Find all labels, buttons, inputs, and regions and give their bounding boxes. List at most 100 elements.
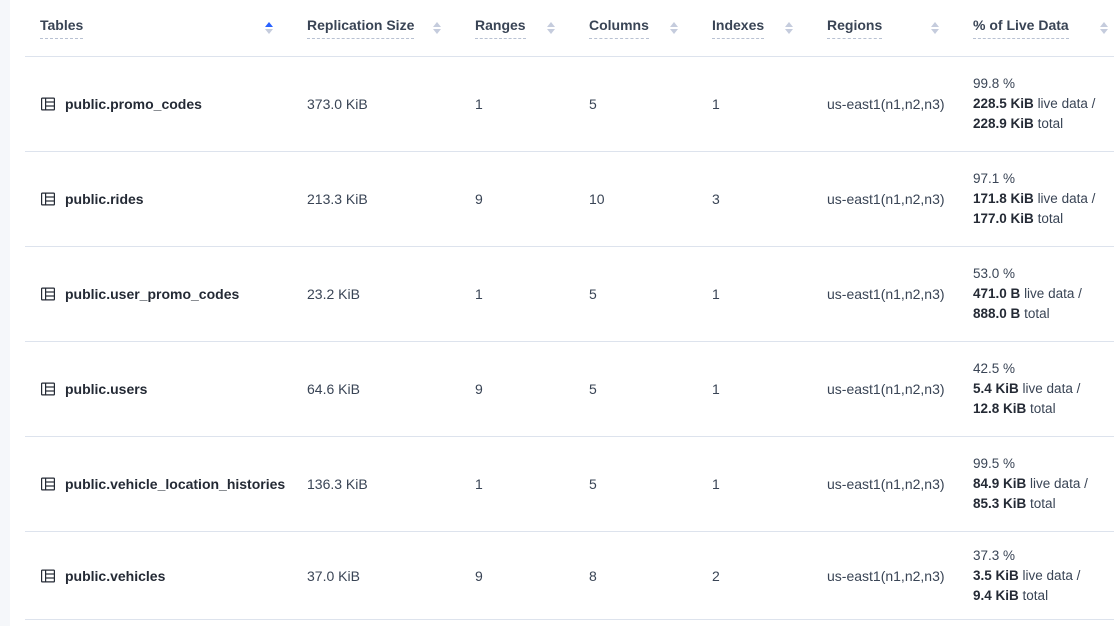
replication-size-value: 373.0 KiB	[307, 96, 368, 112]
table-name-link[interactable]: public.rides	[65, 191, 144, 207]
column-header-regions[interactable]: Regions	[827, 0, 973, 56]
table-row[interactable]: public.users 64.6 KiB 9 5 1 us-east1(n1,…	[25, 342, 1114, 437]
sort-arrows-icon[interactable]	[431, 20, 443, 36]
columns-value: 10	[589, 191, 605, 207]
table-grid-icon	[40, 191, 56, 207]
indexes-value: 1	[712, 381, 720, 397]
sort-arrows-icon[interactable]	[668, 20, 680, 36]
table-name-link[interactable]: public.vehicles	[65, 567, 166, 584]
live-data-percent: 97.1 %	[973, 171, 1016, 186]
live-data-detail: 228.5 KiB live data /	[973, 96, 1096, 111]
ranges-value: 9	[475, 381, 483, 397]
live-data-percent: 99.8 %	[973, 76, 1016, 91]
live-data-cell: 53.0 % 471.0 B live data / 888.0 B total	[973, 264, 1114, 324]
live-data-percent: 53.0 %	[973, 266, 1016, 281]
table-name-link[interactable]: public.users	[65, 381, 148, 397]
live-data-percent: 99.5 %	[973, 456, 1016, 471]
live-data-cell: 37.3 % 3.5 KiB live data / 9.4 KiB total	[973, 546, 1114, 606]
table-grid-icon	[40, 476, 56, 492]
indexes-value: 1	[712, 286, 720, 302]
live-data-total: 228.9 KiB total	[973, 116, 1064, 131]
table-grid-icon	[40, 96, 56, 112]
table-body: public.promo_codes 373.0 KiB 1 5 1 us-ea…	[25, 57, 1114, 620]
table-name-cell: public.vehicle_location_histories	[25, 476, 307, 492]
live-data-percent: 37.3 %	[973, 547, 1016, 563]
live-data-cell: 97.1 % 171.8 KiB live data / 177.0 KiB t…	[973, 169, 1114, 229]
table-row[interactable]: public.promo_codes 373.0 KiB 1 5 1 us-ea…	[25, 57, 1114, 152]
live-data-percent: 42.5 %	[973, 361, 1016, 376]
ranges-value: 9	[475, 567, 483, 584]
live-data-cell: 42.5 % 5.4 KiB live data / 12.8 KiB tota…	[973, 359, 1114, 419]
live-data-detail: 84.9 KiB live data /	[973, 476, 1088, 491]
column-header-ranges[interactable]: Ranges	[475, 0, 589, 56]
columns-value: 5	[589, 476, 597, 492]
regions-value: us-east1(n1,n2,n3)	[827, 476, 945, 492]
ranges-value: 1	[475, 96, 483, 112]
table-header-row: Tables Replication Size Ranges Columns I…	[25, 0, 1114, 57]
column-header-replication-size-label[interactable]: Replication Size	[307, 17, 415, 39]
sort-arrows-icon[interactable]	[929, 20, 941, 36]
live-data-detail: 5.4 KiB live data /	[973, 381, 1081, 396]
table-row[interactable]: public.vehicle_location_histories 136.3 …	[25, 437, 1114, 532]
live-data-total: 177.0 KiB total	[973, 211, 1064, 226]
column-header-tables[interactable]: Tables	[25, 0, 307, 56]
columns-value: 8	[589, 567, 597, 584]
live-data-cell: 99.8 % 228.5 KiB live data / 228.9 KiB t…	[973, 74, 1114, 134]
regions-value: us-east1(n1,n2,n3)	[827, 381, 945, 397]
table-name-cell: public.promo_codes	[25, 96, 307, 112]
live-data-total: 888.0 B total	[973, 306, 1050, 321]
replication-size-value: 136.3 KiB	[307, 476, 368, 492]
regions-value: us-east1(n1,n2,n3)	[827, 286, 945, 302]
ranges-value: 1	[475, 286, 483, 302]
table-row[interactable]: public.rides 213.3 KiB 9 10 3 us-east1(n…	[25, 152, 1114, 247]
table-row[interactable]: public.vehicles 37.0 KiB 9 8 2 us-east1(…	[25, 532, 1114, 620]
table-row[interactable]: public.user_promo_codes 23.2 KiB 1 5 1 u…	[25, 247, 1114, 342]
ranges-value: 9	[475, 191, 483, 207]
regions-value: us-east1(n1,n2,n3)	[827, 96, 945, 112]
column-header-live-data-label[interactable]: % of Live Data	[973, 17, 1069, 39]
live-data-detail: 471.0 B live data /	[973, 286, 1082, 301]
column-header-regions-label[interactable]: Regions	[827, 17, 883, 39]
table-name-link[interactable]: public.vehicle_location_histories	[65, 476, 286, 492]
column-header-indexes-label[interactable]: Indexes	[712, 17, 765, 39]
columns-value: 5	[589, 96, 597, 112]
table-name-link[interactable]: public.promo_codes	[65, 96, 202, 112]
column-header-ranges-label[interactable]: Ranges	[475, 17, 526, 39]
sort-arrows-icon[interactable]	[1098, 20, 1110, 36]
indexes-value: 1	[712, 476, 720, 492]
tables-list-panel: Tables Replication Size Ranges Columns I…	[10, 0, 1114, 626]
regions-value: us-east1(n1,n2,n3)	[827, 567, 945, 584]
tables-table: Tables Replication Size Ranges Columns I…	[25, 0, 1114, 620]
column-header-replication-size[interactable]: Replication Size	[307, 0, 475, 56]
column-header-indexes[interactable]: Indexes	[712, 0, 827, 56]
table-grid-icon	[40, 381, 56, 397]
indexes-value: 2	[712, 567, 720, 584]
columns-value: 5	[589, 286, 597, 302]
ranges-value: 1	[475, 476, 483, 492]
live-data-total: 12.8 KiB total	[973, 401, 1056, 416]
indexes-value: 1	[712, 96, 720, 112]
replication-size-value: 37.0 KiB	[307, 567, 360, 584]
replication-size-value: 213.3 KiB	[307, 191, 368, 207]
column-header-live-data[interactable]: % of Live Data	[973, 0, 1114, 56]
column-header-columns[interactable]: Columns	[589, 0, 712, 56]
table-grid-icon	[40, 286, 56, 302]
sort-arrows-icon[interactable]	[545, 20, 557, 36]
table-grid-icon	[40, 568, 56, 584]
table-name-link[interactable]: public.user_promo_codes	[65, 286, 240, 302]
regions-value: us-east1(n1,n2,n3)	[827, 191, 945, 207]
live-data-total: 9.4 KiB total	[973, 587, 1049, 603]
table-name-cell: public.rides	[25, 191, 307, 207]
live-data-detail: 171.8 KiB live data /	[973, 191, 1096, 206]
indexes-value: 3	[712, 191, 720, 207]
table-name-cell: public.user_promo_codes	[25, 286, 307, 302]
columns-value: 5	[589, 381, 597, 397]
sort-arrows-icon[interactable]	[783, 20, 795, 36]
live-data-cell: 99.5 % 84.9 KiB live data / 85.3 KiB tot…	[973, 454, 1114, 514]
column-header-columns-label[interactable]: Columns	[589, 17, 649, 39]
column-header-tables-label[interactable]: Tables	[40, 17, 84, 39]
sort-arrows-icon[interactable]	[263, 20, 275, 36]
replication-size-value: 64.6 KiB	[307, 381, 360, 397]
table-name-cell: public.vehicles	[25, 568, 307, 584]
live-data-detail: 3.5 KiB live data /	[973, 567, 1081, 583]
